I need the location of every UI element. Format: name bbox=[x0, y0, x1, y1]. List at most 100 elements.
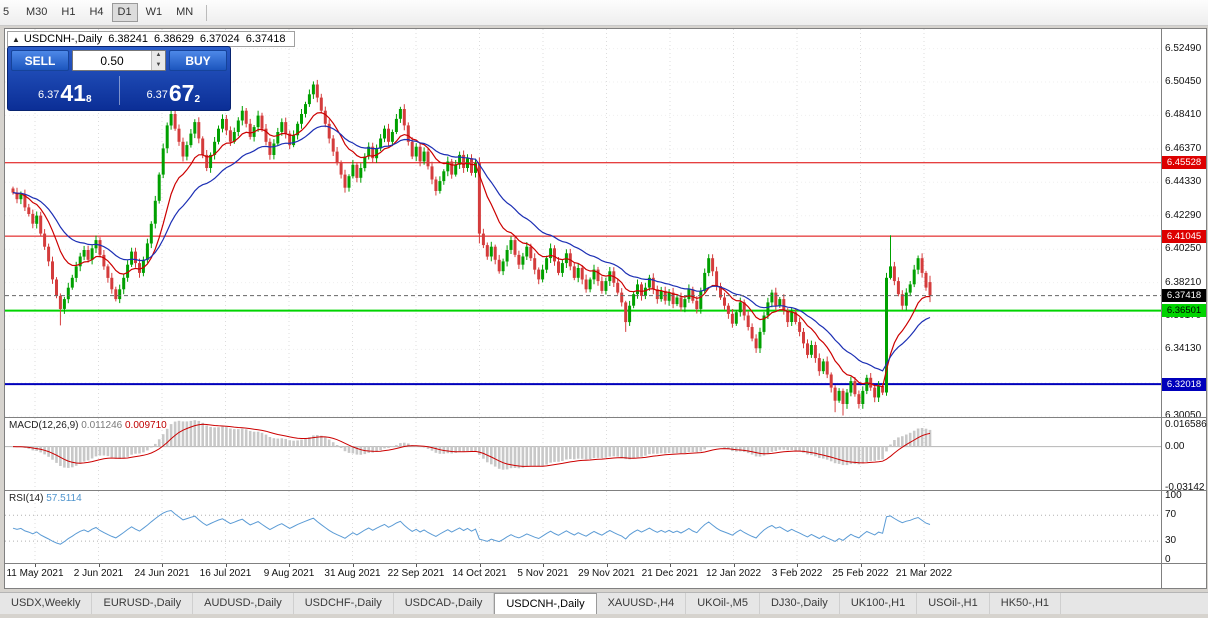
level-price-tag: 6.36501 bbox=[1162, 304, 1206, 318]
price-axis-tick: 6.34130 bbox=[1165, 343, 1202, 355]
timeframe-5-button[interactable]: 5 bbox=[2, 6, 10, 18]
time-axis-tick bbox=[98, 564, 100, 567]
price-axis-tick: 6.30050 bbox=[1165, 410, 1202, 422]
chart-tab-hk50-h1[interactable]: HK50-,H1 bbox=[990, 593, 1062, 614]
collapse-arrow-icon[interactable]: ▲ bbox=[12, 35, 20, 44]
macd-chart[interactable] bbox=[5, 418, 1161, 490]
timeframe-mn-button[interactable]: MN bbox=[176, 6, 194, 18]
chart-tab-usdcnh-daily[interactable]: USDCNH-,Daily bbox=[494, 593, 597, 614]
price-axis-tick: 6.46370 bbox=[1165, 142, 1202, 154]
time-axis-tick bbox=[606, 564, 608, 567]
rsi-axis-tick: 0 bbox=[1165, 554, 1171, 566]
price-axis-tick: 6.42290 bbox=[1165, 209, 1202, 221]
price-axis-tick: 6.44330 bbox=[1165, 176, 1202, 188]
timeframe-toolbar: 5 M30 H1 H4 D1 W1 MN bbox=[0, 0, 1208, 26]
time-axis-label: 3 Feb 2022 bbox=[771, 568, 823, 579]
rsi-panel[interactable] bbox=[5, 491, 1161, 563]
time-axis-label: 11 May 2021 bbox=[6, 568, 64, 579]
chart-tab-audusd-daily[interactable]: AUDUSD-,Daily bbox=[193, 593, 294, 614]
price-axis-tick: 6.52490 bbox=[1165, 42, 1202, 54]
level-price-tag: 6.45528 bbox=[1162, 156, 1206, 170]
quote-box: ▲ USDCNH-,Daily 6.38241 6.38629 6.37024 6… bbox=[7, 31, 296, 47]
bid-price[interactable]: 6.37 41 8 bbox=[11, 74, 119, 107]
macd-panel[interactable] bbox=[5, 418, 1161, 490]
time-axis-tick bbox=[162, 564, 163, 567]
macd-name: MACD(12,26,9) bbox=[9, 420, 79, 431]
ask-price[interactable]: 6.37 67 2 bbox=[120, 74, 228, 107]
current-price-tag: 6.37418 bbox=[1162, 289, 1206, 303]
time-axis-tick bbox=[924, 564, 925, 567]
sell-button[interactable]: SELL bbox=[11, 50, 69, 71]
lot-decrease-button[interactable]: ▼ bbox=[152, 60, 165, 70]
price-divider bbox=[118, 76, 120, 105]
ask-price-big: 67 bbox=[168, 80, 195, 106]
chart-tab-usdcad-daily[interactable]: USDCAD-,Daily bbox=[394, 593, 495, 614]
macd-axis-tick: -0.03142 bbox=[1165, 481, 1205, 493]
time-axis-label: 25 Feb 2022 bbox=[832, 568, 889, 579]
time-axis-tick bbox=[479, 564, 481, 567]
timeframe-d1-button[interactable]: D1 bbox=[111, 3, 138, 22]
chart-window: 11 May 2021 2 Jun 2021 24 Jun 2021 16 Jul 2… bbox=[4, 28, 1207, 589]
macd-axis-tick: 0.00 bbox=[1165, 440, 1185, 452]
time-axis-label: 14 Oct 2021 bbox=[452, 568, 507, 579]
chart-tab-eurusd-daily[interactable]: EURUSD-,Daily bbox=[92, 593, 194, 614]
time-axis-tick bbox=[352, 564, 354, 567]
time-axis-label: 24 Jun 2021 bbox=[134, 568, 190, 579]
timeframe-m30-button[interactable]: M30 bbox=[26, 6, 48, 18]
time-axis-tick bbox=[733, 564, 735, 567]
level-price-tag: 6.41045 bbox=[1162, 229, 1206, 243]
chart-tab-usoil-h1[interactable]: USOil-,H1 bbox=[917, 593, 990, 614]
time-axis-label: 31 Aug 2021 bbox=[324, 568, 381, 579]
price-axis-tick: 6.48410 bbox=[1165, 109, 1202, 121]
macd-signal-value: 0.009710 bbox=[125, 420, 167, 431]
rsi-axis-tick: 100 bbox=[1165, 489, 1182, 501]
rsi-name: RSI(14) bbox=[9, 493, 44, 504]
rsi-axis-tick: 30 bbox=[1165, 535, 1177, 547]
rsi-label: RSI(14) 57.5114 bbox=[9, 493, 82, 504]
price-axis-tick: 6.50450 bbox=[1165, 75, 1202, 87]
macd-label: MACD(12,26,9) 0.011246 0.009710 bbox=[9, 420, 167, 431]
level-price-tag: 6.32018 bbox=[1162, 377, 1206, 391]
bid-price-big: 41 bbox=[60, 80, 86, 106]
price-axis[interactable]: 6.52490 6.50450 6.48410 6.46370 6.44330 6.422… bbox=[1162, 29, 1207, 588]
buy-button[interactable]: BUY bbox=[169, 50, 227, 71]
macd-main-value: 0.011246 bbox=[81, 420, 123, 431]
time-axis-tick bbox=[35, 564, 36, 567]
panel-separator[interactable] bbox=[5, 490, 1206, 491]
rsi-axis-tick: 70 bbox=[1165, 509, 1177, 521]
chart-tab-xauusd-h4[interactable]: XAUUSD-,H4 bbox=[597, 593, 687, 614]
chart-tab-uk100-h1[interactable]: UK100-,H1 bbox=[840, 593, 918, 614]
panel-separator[interactable] bbox=[5, 417, 1206, 418]
time-axis-tick bbox=[225, 564, 227, 567]
time-axis-label: 9 Aug 2021 bbox=[263, 568, 315, 579]
time-axis-label: 21 Dec 2021 bbox=[641, 568, 699, 579]
chart-tab-ukoil-m5[interactable]: UKOil-,M5 bbox=[686, 593, 760, 614]
chart-tab-usdx-weekly[interactable]: USDX,Weekly bbox=[0, 593, 93, 614]
quote-low: 6.37024 bbox=[199, 33, 240, 45]
panel-separator bbox=[5, 563, 1206, 564]
chart-tab-dj30-daily[interactable]: DJ30-,Daily bbox=[760, 593, 840, 614]
time-axis-tick bbox=[289, 564, 290, 567]
lot-size-input[interactable] bbox=[73, 51, 151, 70]
quote-high: 6.38629 bbox=[154, 33, 194, 45]
price-axis-tick: 6.40250 bbox=[1165, 243, 1202, 255]
lot-increase-button[interactable]: ▲ bbox=[152, 51, 165, 61]
axis-separator bbox=[1161, 29, 1162, 588]
quote-open: 6.38241 bbox=[108, 33, 148, 45]
symbol-tab-bar: USDX,Weekly EURUSD-,Daily AUDUSD-,Daily USD… bbox=[0, 592, 1208, 614]
rsi-chart[interactable] bbox=[5, 491, 1161, 563]
timeframe-h1-button[interactable]: H1 bbox=[61, 6, 76, 18]
timeframe-w1-button[interactable]: W1 bbox=[145, 6, 163, 18]
price-axis-tick: 6.38210 bbox=[1165, 276, 1202, 288]
time-axis-tick bbox=[860, 564, 862, 567]
quote-close: 6.37418 bbox=[245, 33, 286, 45]
ask-price-sup: 2 bbox=[194, 94, 201, 105]
time-axis[interactable]: 11 May 2021 2 Jun 2021 24 Jun 2021 16 Jul 2… bbox=[5, 564, 1161, 588]
time-axis-label: 29 Nov 2021 bbox=[578, 568, 635, 579]
time-axis-label: 5 Nov 2021 bbox=[517, 568, 569, 579]
time-axis-label: 21 Mar 2022 bbox=[895, 568, 953, 579]
chart-tab-usdchf-daily[interactable]: USDCHF-,Daily bbox=[294, 593, 394, 614]
bid-price-small: 6.37 bbox=[37, 89, 60, 101]
timeframe-h4-button[interactable]: H4 bbox=[89, 6, 104, 18]
